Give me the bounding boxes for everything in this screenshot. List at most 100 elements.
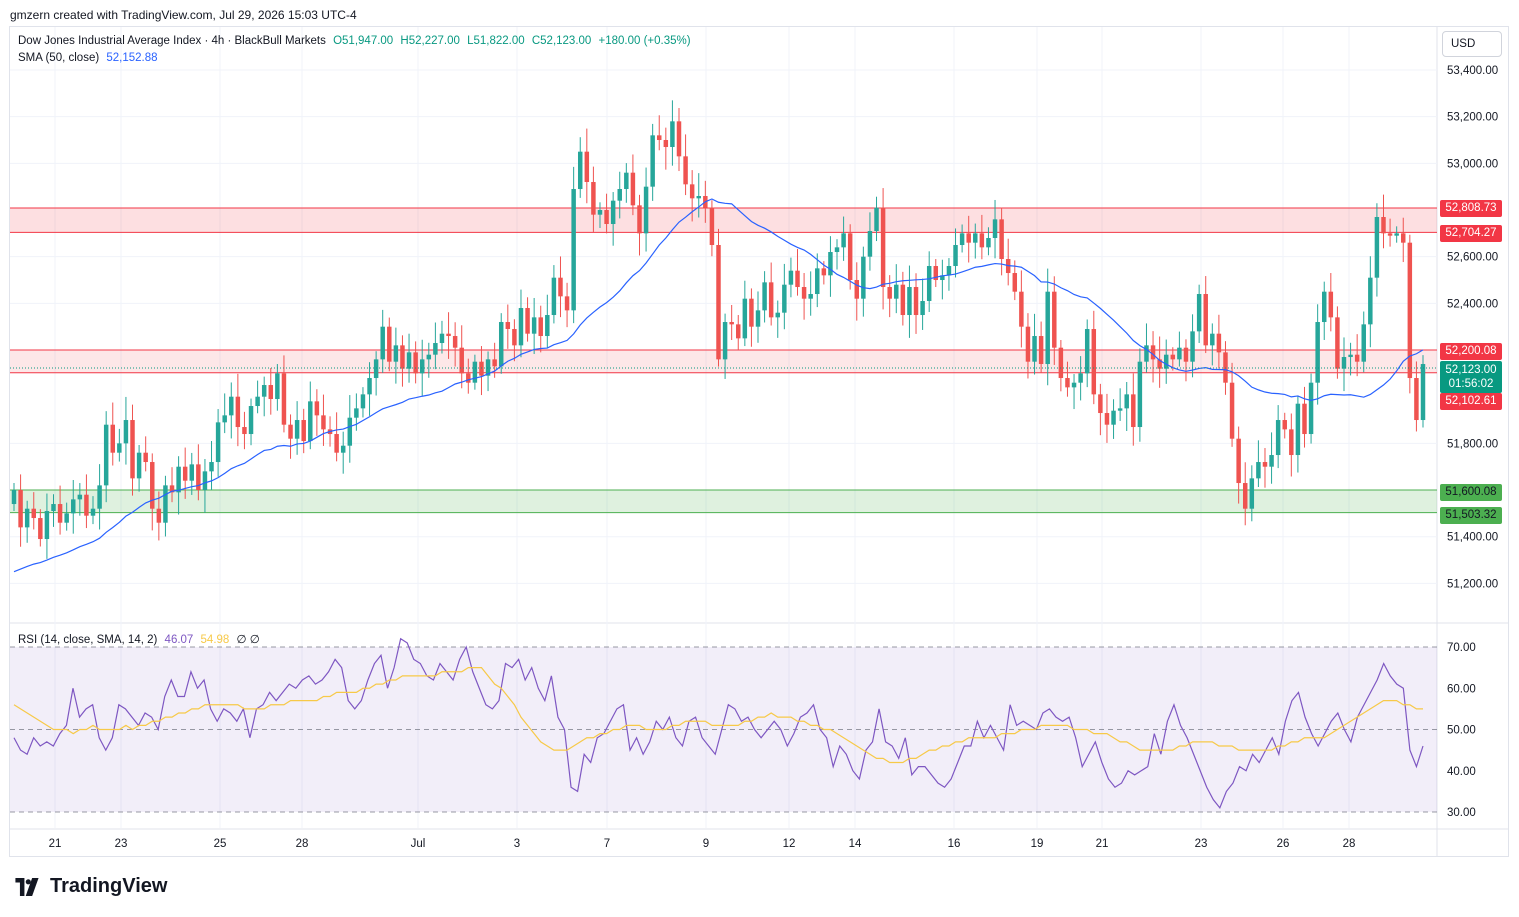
price-tag-zone-bottom-upper: 51,600.08 [1440,484,1502,501]
candle-body [986,238,991,248]
candle-body [202,471,208,491]
candle-body [321,415,326,430]
candle-body [103,424,109,486]
time-axis-label: 21 [49,838,62,850]
candle-body [716,245,721,360]
candle-body [90,508,96,516]
high-value: H52,227.00 [400,35,460,47]
candle-body [419,359,425,374]
last-price-tag: 52,123.00 01:56:02 [1440,361,1502,393]
currency-button[interactable]: USD [1442,31,1502,57]
candle-body [459,347,464,374]
candle-body [867,231,873,257]
candle-body [551,277,557,316]
candle-body [1131,394,1136,428]
candle-body [650,135,655,187]
candle-body [1177,347,1182,360]
candle-body [1216,333,1222,353]
candle-body [1308,382,1314,435]
price-axis-label: 52,600.00 [1447,252,1498,264]
candle-body [1078,373,1083,383]
candle-body [31,508,36,519]
rsi-axis-label: 50.00 [1447,725,1476,737]
candle-body [24,508,30,528]
candle-body [1025,326,1031,362]
candle-body [755,310,761,327]
candle-body [1341,357,1347,369]
candle-body [1038,336,1044,365]
candle-body [1414,378,1419,421]
candle-body [498,322,504,367]
candle-body [1190,331,1195,362]
candle-body [380,326,385,360]
candle-body [505,322,511,330]
candle-body [887,287,892,299]
candle-body [1315,322,1320,383]
candle-body [907,287,912,316]
price-axis-label: 52,400.00 [1447,298,1498,310]
candle-body [1124,394,1129,409]
candle-body [762,282,767,311]
candle-body [604,210,609,225]
candle-body [1289,429,1294,456]
candle-body [123,420,129,444]
candle-body [920,301,925,316]
price-tag-zone-top-lower: 52,704.27 [1440,225,1502,242]
candle-body [452,336,458,348]
candle-body [360,394,366,409]
candle-body [815,268,820,295]
price-tag-zone-bottom-lower: 51,503.32 [1440,507,1502,524]
candle-body [637,205,642,234]
candle-body [1144,345,1149,362]
rsi-axis-label: 30.00 [1447,807,1476,819]
time-axis-label: 19 [1031,838,1044,850]
candle-body [1210,333,1215,346]
candle-body [354,408,359,418]
candle-body [1229,382,1235,439]
candle-body [1071,382,1077,388]
tradingview-logo[interactable]: TradingView [12,875,167,898]
candle-body [663,140,669,148]
candle-body [999,219,1004,260]
candle-body [775,312,780,318]
candle-body [1045,291,1050,365]
candle-body [1196,294,1202,332]
candle-body [1256,462,1261,479]
candle-body [1236,438,1241,484]
candle-body [1354,354,1360,362]
candle-body [334,434,339,453]
candle-body [689,184,695,199]
candle-body [235,396,241,428]
candle-body [1368,277,1373,325]
candle-body [413,352,418,374]
candle-body [163,485,168,523]
candle-body [248,406,254,435]
candle-body [1262,462,1268,467]
candle-body [1104,413,1110,425]
candle-body [795,270,800,288]
candle-body [1420,364,1426,421]
candle-body [426,354,432,360]
candle-body [308,401,313,442]
candle-body [433,343,438,355]
rsi-extra: ∅ ∅ [236,634,260,646]
candle-body [900,284,906,316]
candle-body [1098,394,1103,414]
candle-body [189,464,195,481]
candle-body [446,333,451,337]
candle-body [110,424,116,453]
symbol-title: Dow Jones Industrial Average Index · 4h … [18,35,326,47]
candle-body [1348,354,1353,358]
candle-body [400,345,405,369]
candle-body [479,361,484,376]
chart-frame [9,26,1509,857]
time-axis-label: 21 [1096,838,1109,850]
rsi-axis-label: 60.00 [1447,683,1476,695]
candle-body [676,121,682,157]
candle-body [992,219,998,239]
candle-body [768,282,774,318]
candle-body [255,396,260,407]
last-price-value: 52,123.00 [1445,364,1497,376]
candle-body [1295,403,1301,456]
